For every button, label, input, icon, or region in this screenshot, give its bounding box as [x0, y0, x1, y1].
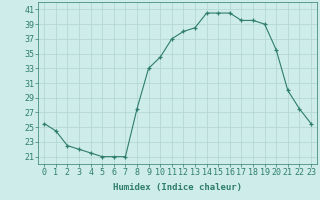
- X-axis label: Humidex (Indice chaleur): Humidex (Indice chaleur): [113, 183, 242, 192]
